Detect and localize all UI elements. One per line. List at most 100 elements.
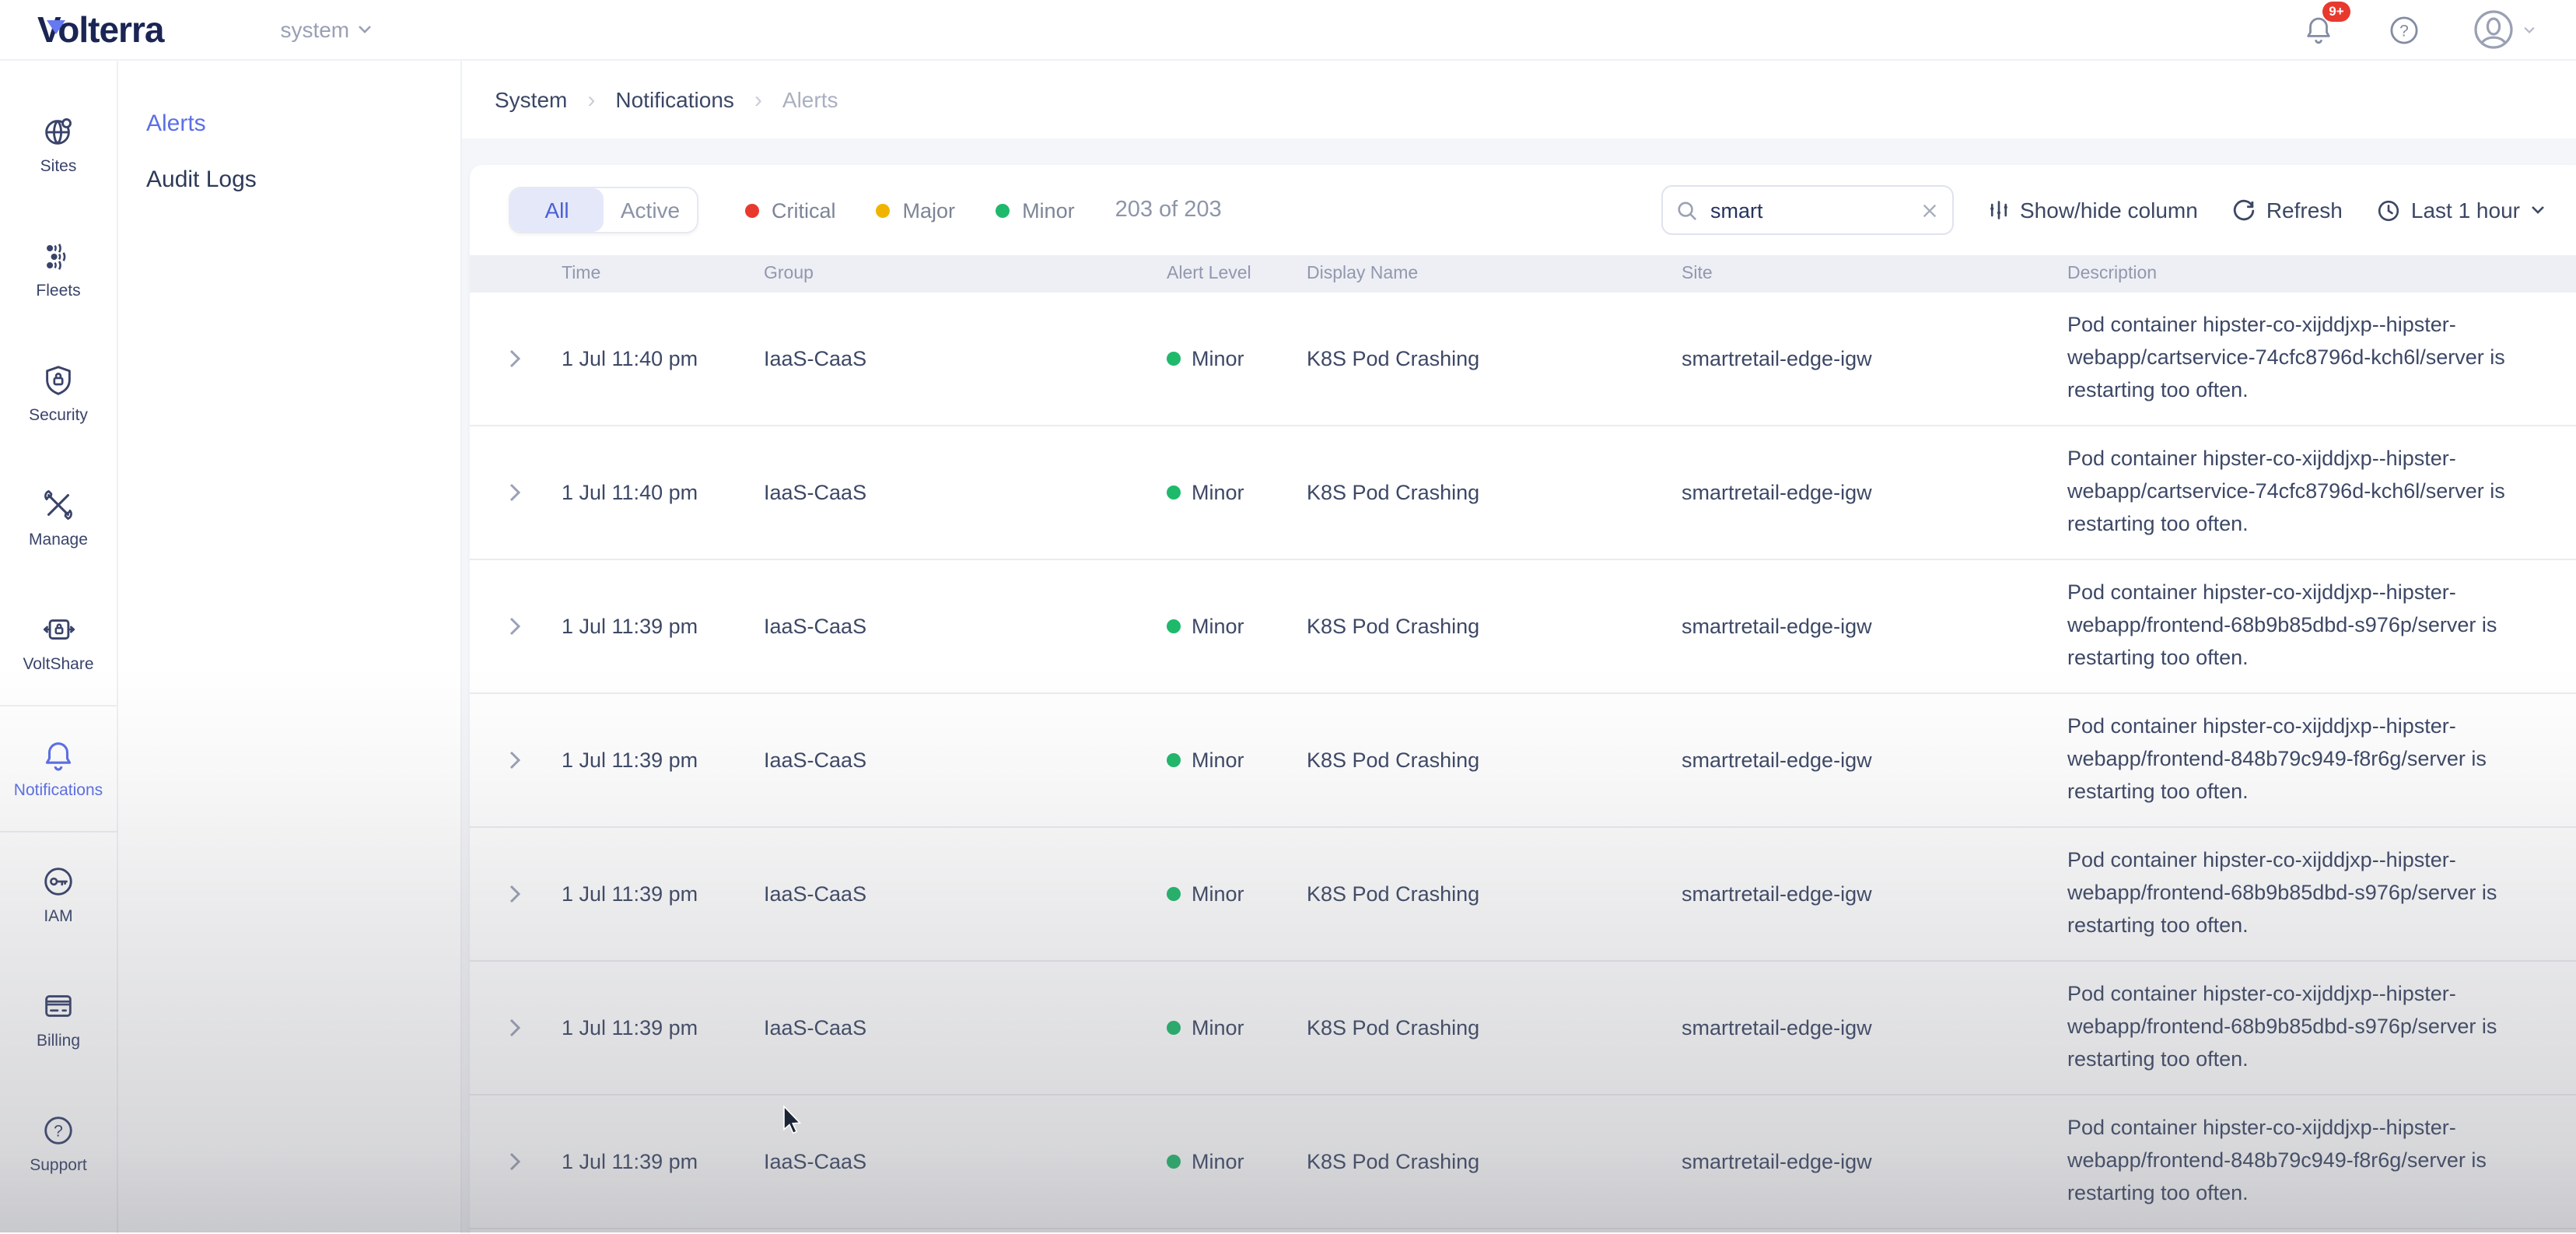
filter-bar: All Active Critical Major: [470, 165, 2576, 255]
table-row[interactable]: 1 Jul 11:40 pm IaaS-CaaS Minor K8S Pod C…: [470, 293, 2576, 426]
column-header-site[interactable]: Site: [1682, 265, 2067, 283]
column-header-time[interactable]: Time: [562, 265, 764, 283]
minor-dot-icon: [996, 203, 1010, 217]
breadcrumb: System › Notifications › Alerts: [462, 61, 2576, 138]
column-header-description[interactable]: Description: [2067, 265, 2576, 283]
cell-site: smartretail-edge-igw: [1682, 481, 2067, 504]
table-row[interactable]: 1 Jul 11:39 pm IaaS-CaaS Minor K8S Pod C…: [470, 1096, 2576, 1229]
chevron-right-icon: [509, 482, 521, 503]
chevron-right-icon: [509, 750, 521, 770]
all-active-toggle: All Active: [509, 187, 698, 233]
top-bar: Volterra system 9+ ?: [0, 0, 2576, 61]
show-hide-column-button[interactable]: Show/hide column: [1987, 198, 2198, 223]
breadcrumb-alerts: Alerts: [782, 87, 838, 112]
cell-group: IaaS-CaaS: [764, 1016, 1167, 1039]
cell-description: Pod container hipster-co-xijddjxp--hipst…: [2067, 962, 2576, 1094]
search-icon: [1676, 200, 1696, 220]
cell-alert-level: Minor: [1167, 347, 1307, 370]
question-circle-icon: ?: [2388, 13, 2420, 46]
cell-site: smartretail-edge-igw: [1682, 748, 2067, 772]
sidebar-item-manage[interactable]: Manage: [0, 456, 117, 580]
app-window: Volterra system 9+ ?: [0, 0, 2576, 1232]
expand-row-button[interactable]: [509, 750, 562, 770]
logo-triangle-icon: [47, 19, 65, 33]
sidebar-item-security[interactable]: Security: [0, 331, 117, 456]
volterra-logo[interactable]: Volterra: [37, 9, 163, 51]
chevron-right-icon: [509, 1018, 521, 1038]
subnav-item-alerts[interactable]: Alerts: [118, 95, 460, 151]
cell-group: IaaS-CaaS: [764, 481, 1167, 504]
expand-row-button[interactable]: [509, 884, 562, 904]
chevron-down-icon: [2531, 205, 2545, 215]
sidebar-item-fleets[interactable]: Fleets: [0, 207, 117, 331]
expand-row-button[interactable]: [509, 1152, 562, 1172]
sidebar-item-iam[interactable]: IAM: [0, 833, 117, 957]
cell-description: Pod container hipster-co-xijddjxp--hipst…: [2067, 293, 2576, 425]
table-row[interactable]: 1 Jul 11:39 pm IaaS-CaaS Minor K8S Pod C…: [470, 694, 2576, 828]
table-header: Time Group Alert Level Display Name Site…: [470, 255, 2576, 293]
cell-description: Pod container hipster-co-xijddjxp--hipst…: [2067, 426, 2576, 559]
time-range-dropdown[interactable]: Last 1 hour: [2377, 198, 2545, 223]
column-header-display-name[interactable]: Display Name: [1307, 265, 1682, 283]
table-row[interactable]: 1 Jul 11:39 pm IaaS-CaaS Minor K8S Pod C…: [470, 828, 2576, 962]
column-header-group[interactable]: Group: [764, 265, 1167, 283]
legend-major: Major: [877, 198, 956, 222]
cell-site: smartretail-edge-igw: [1682, 1016, 2067, 1039]
cell-time: 1 Jul 11:39 pm: [562, 1016, 764, 1039]
minor-dot-icon: [1167, 486, 1181, 500]
legend-critical: Critical: [745, 198, 836, 222]
breadcrumb-notifications[interactable]: Notifications: [615, 87, 734, 112]
sidebar-item-billing[interactable]: Billing: [0, 957, 117, 1082]
cell-alert-level: Minor: [1167, 748, 1307, 772]
cell-display-name: K8S Pod Crashing: [1307, 347, 1682, 370]
key-icon: [40, 864, 76, 899]
minor-dot-icon: [1167, 887, 1181, 901]
refresh-icon: [2232, 198, 2256, 222]
search-box: [1661, 185, 1953, 235]
expand-row-button[interactable]: [509, 482, 562, 503]
fleet-nodes-icon: [40, 239, 77, 273]
user-menu[interactable]: [2473, 9, 2536, 50]
chevron-right-icon: ›: [587, 86, 595, 113]
subnav-item-audit-logs[interactable]: Audit Logs: [118, 151, 460, 207]
cell-group: IaaS-CaaS: [764, 882, 1167, 906]
refresh-button[interactable]: Refresh: [2232, 198, 2343, 223]
tab-all[interactable]: All: [510, 188, 604, 232]
table-row[interactable]: 1 Jul 11:40 pm IaaS-CaaS Minor K8S Pod C…: [470, 426, 2576, 560]
table-row[interactable]: 1 Jul 11:39 pm IaaS-CaaS Minor K8S Pod C…: [470, 560, 2576, 694]
share-lock-icon: [40, 612, 77, 647]
cell-site: smartretail-edge-igw: [1682, 882, 2067, 906]
shield-lock-icon: [40, 363, 76, 398]
chevron-right-icon: [509, 884, 521, 904]
tenant-dropdown[interactable]: system: [280, 17, 371, 42]
alerts-card: All Active Critical Major: [470, 165, 2576, 1234]
svg-text:?: ?: [54, 1123, 63, 1141]
notification-count-badge: 9+: [2322, 2, 2350, 21]
user-avatar-icon: [2473, 9, 2514, 50]
table-row[interactable]: 1 Jul 11:39 pm IaaS-CaaS Minor K8S Pod C…: [470, 962, 2576, 1096]
chevron-down-icon: [357, 25, 371, 34]
sidebar-item-voltshare[interactable]: VoltShare: [0, 580, 117, 705]
bell-icon: [40, 738, 76, 773]
sidebar-item-sites[interactable]: Sites: [0, 82, 117, 207]
sidebar-item-notifications[interactable]: Notifications: [0, 705, 117, 833]
expand-row-button[interactable]: [509, 349, 562, 369]
cell-site: smartretail-edge-igw: [1682, 347, 2067, 370]
help-button[interactable]: ?: [2388, 13, 2420, 46]
expand-row-button[interactable]: [509, 616, 562, 636]
cell-description: Pod container hipster-co-xijddjxp--hipst…: [2067, 694, 2576, 826]
globe-icon: [40, 114, 76, 149]
search-input[interactable]: [1707, 197, 1909, 223]
sidebar-item-support[interactable]: ? Support: [0, 1082, 117, 1206]
chevron-down-icon: [2523, 26, 2536, 33]
expand-row-button[interactable]: [509, 1018, 562, 1038]
clear-search-icon[interactable]: [1920, 202, 1937, 219]
chevron-right-icon: [509, 616, 521, 636]
column-header-alert-level[interactable]: Alert Level: [1167, 265, 1307, 283]
tab-active[interactable]: Active: [604, 188, 697, 232]
cell-display-name: K8S Pod Crashing: [1307, 1150, 1682, 1173]
breadcrumb-system[interactable]: System: [495, 87, 567, 112]
cell-site: smartretail-edge-igw: [1682, 615, 2067, 638]
notifications-bell-button[interactable]: 9+: [2302, 12, 2335, 47]
content-area: All Active Critical Major: [462, 138, 2576, 1234]
